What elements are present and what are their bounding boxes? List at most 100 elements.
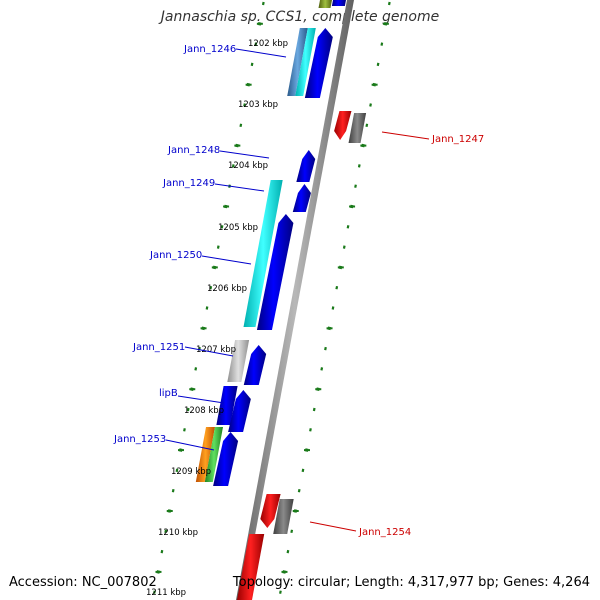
scale-tick <box>346 225 350 229</box>
backbone-band <box>236 0 354 600</box>
gene-arrow[interactable] <box>204 427 224 482</box>
gene-arrow[interactable] <box>287 28 308 96</box>
callout-line <box>214 183 265 192</box>
gene-label[interactable]: Jann_1248 <box>167 145 220 156</box>
gene-arrow[interactable] <box>227 340 250 382</box>
kbp-label: 1206 kbp <box>207 284 247 294</box>
gene-callout-jann-1246[interactable]: Jann_1246 <box>183 44 287 58</box>
scale-tick <box>357 164 361 168</box>
scale-tick <box>164 529 168 534</box>
scale-tick <box>183 428 186 432</box>
scale-tick <box>286 549 290 554</box>
gene-arrow[interactable] <box>243 345 267 385</box>
scale-tick <box>335 285 339 290</box>
gene-arrow[interactable] <box>195 427 216 482</box>
scale-tick <box>342 245 346 249</box>
callout-line <box>165 439 215 451</box>
scale-tick <box>297 488 301 493</box>
genome-backbone <box>236 0 354 600</box>
gene-callout-jann-1249[interactable]: Jann_1249 <box>162 178 265 192</box>
scale-tick <box>290 529 294 534</box>
scale-tick <box>153 590 156 594</box>
callout-line <box>177 395 225 404</box>
gene-label[interactable]: Jann_1254 <box>358 527 411 538</box>
gene-label[interactable]: Jann_1250 <box>149 250 202 261</box>
gene-label[interactable]: Jann_1249 <box>162 178 215 189</box>
kbp-label: 1207 kbp <box>196 345 236 355</box>
callout-line <box>184 346 234 357</box>
gene-label[interactable]: Jann_1251 <box>132 342 185 353</box>
gene-arrow[interactable] <box>256 214 294 330</box>
gene-arrow[interactable] <box>348 113 367 143</box>
scale-guides <box>153 1 391 594</box>
kbp-label: 1211 kbp <box>146 588 186 598</box>
gene-arrow[interactable] <box>296 150 316 182</box>
gene-arrow[interactable] <box>213 432 239 486</box>
kbp-label: 1205 kbp <box>218 223 258 233</box>
scale-tick <box>160 549 164 554</box>
kbp-label: 1202 kbp <box>248 39 288 49</box>
gene-callout-jann-1251[interactable]: Jann_1251 <box>132 342 234 357</box>
scale-tick <box>369 103 372 107</box>
gene-arrows <box>195 0 367 600</box>
scale-tick <box>354 184 357 188</box>
scale-tick <box>175 468 179 473</box>
gene-callout-jann-1253[interactable]: Jann_1253 <box>113 434 215 451</box>
callout-line <box>201 255 252 265</box>
scale-tick <box>312 407 316 412</box>
gene-arrow[interactable] <box>295 28 316 96</box>
callout-line <box>235 48 287 58</box>
gene-arrow[interactable] <box>292 184 311 212</box>
scale-tick <box>320 367 324 371</box>
scale-tick <box>205 306 209 310</box>
gene-arrow[interactable] <box>216 386 238 425</box>
gene-callout-jann-1248[interactable]: Jann_1248 <box>167 145 270 159</box>
gene-callouts: Jann_1246 Jann_1247 Jann_1248 Jann_1249 … <box>113 44 484 538</box>
gene-label[interactable]: Jann_1247 <box>431 134 484 145</box>
scale-tick <box>186 407 190 412</box>
scale-tick <box>250 62 254 67</box>
scale-tick <box>209 285 213 290</box>
gene-arrow[interactable] <box>243 180 283 327</box>
gene-arrow[interactable] <box>273 499 294 534</box>
gene-arrow[interactable] <box>260 494 281 528</box>
kbp-label: 1204 kbp <box>228 161 268 171</box>
kbp-label: 1210 kbp <box>158 528 198 538</box>
scale-tick <box>220 225 224 229</box>
gene-label[interactable]: lipB <box>159 388 178 399</box>
kbp-label: 1203 kbp <box>238 100 278 110</box>
accession-text: Accession: NC_007802 <box>9 575 157 590</box>
gene-arrow[interactable] <box>334 111 352 140</box>
gene-label[interactable]: Jann_1246 <box>183 44 236 55</box>
gene-callout-jann-1247[interactable]: Jann_1247 <box>381 131 484 145</box>
gene-arrow[interactable] <box>318 0 332 8</box>
map-title: Jannaschia sp. CCS1, complete genome <box>160 9 440 25</box>
gene-callout-lipb[interactable]: lipB <box>159 388 225 404</box>
topology-text: Topology: circular; Length: 4,317,977 bp… <box>232 575 590 590</box>
scale-tick <box>365 123 369 128</box>
gene-callout-jann-1250[interactable]: Jann_1250 <box>149 250 252 265</box>
scale-tick <box>376 62 380 67</box>
scale-tick <box>309 428 312 432</box>
gene-arrow[interactable] <box>228 390 251 432</box>
kbp-label: 1208 kbp <box>184 406 224 416</box>
scale-tick <box>231 164 235 168</box>
scale-tick <box>301 468 305 473</box>
callout-line <box>309 521 357 532</box>
gene-arrow[interactable] <box>237 534 265 600</box>
kbp-scale: 1202 kbp 1203 kbp 1204 kbp 1205 kbp 1206… <box>146 39 288 598</box>
scale-tick <box>261 1 265 6</box>
callout-line <box>219 150 270 159</box>
scale-tick <box>254 42 258 46</box>
gene-label[interactable]: Jann_1253 <box>113 434 166 445</box>
gene-arrow[interactable] <box>331 0 346 6</box>
kbp-label: 1209 kbp <box>171 467 211 477</box>
callout-line <box>381 131 430 140</box>
gene-arrow[interactable] <box>304 28 333 98</box>
scale-tick <box>243 103 246 107</box>
scale-tick <box>216 245 220 249</box>
scale-tick <box>387 1 391 6</box>
gene-callout-jann-1254[interactable]: Jann_1254 <box>309 521 411 538</box>
scale-tick <box>380 42 384 46</box>
